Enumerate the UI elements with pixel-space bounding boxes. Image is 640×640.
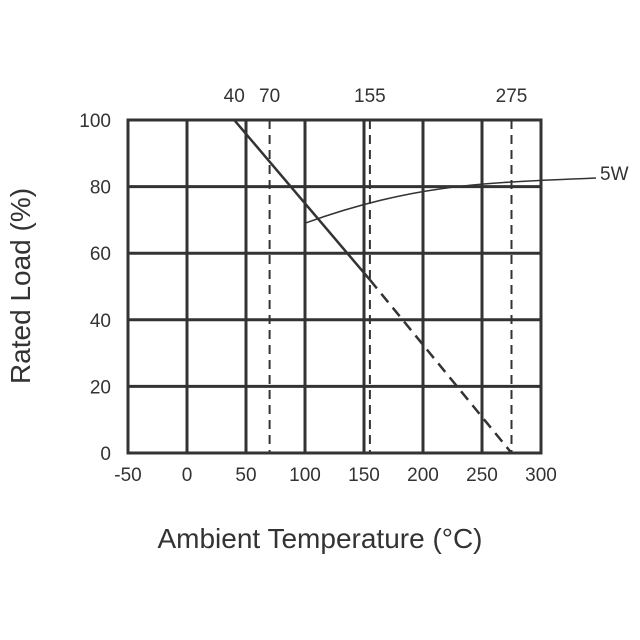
x-tick-label: 300 xyxy=(525,465,557,486)
y-tick-label: 0 xyxy=(100,444,111,465)
series: 5W xyxy=(233,119,629,454)
x-tick-label: 150 xyxy=(348,465,380,486)
series-label: 5W xyxy=(600,164,629,185)
series-callout-line xyxy=(304,177,597,224)
x-tick-label: 250 xyxy=(466,465,498,486)
x-tick-label: 200 xyxy=(407,465,439,486)
y-tick-label: 40 xyxy=(90,311,111,332)
plot-frame xyxy=(126,118,543,455)
top-marker-lines xyxy=(268,120,513,453)
y-tick-label: 100 xyxy=(79,111,111,132)
y-tick-label: 20 xyxy=(90,377,111,398)
top-marker-label: 40 xyxy=(224,86,245,107)
x-tick-label: 50 xyxy=(235,465,256,486)
y-axis-title: Rated Load (%) xyxy=(5,188,36,384)
grid xyxy=(126,118,543,455)
y-tick-label: 60 xyxy=(90,244,111,265)
series-line-solid xyxy=(233,119,371,281)
top-marker-label: 155 xyxy=(354,86,386,107)
series-line-dashed xyxy=(368,279,513,454)
y-tick-label: 80 xyxy=(90,178,111,199)
x-axis-title: Ambient Temperature (°C) xyxy=(157,523,482,554)
x-tick-label: 100 xyxy=(289,465,321,486)
x-tick-label: -50 xyxy=(114,465,141,486)
top-marker-label: 275 xyxy=(496,86,528,107)
top-marker-label: 70 xyxy=(259,86,280,107)
x-tick-label: 0 xyxy=(182,465,193,486)
